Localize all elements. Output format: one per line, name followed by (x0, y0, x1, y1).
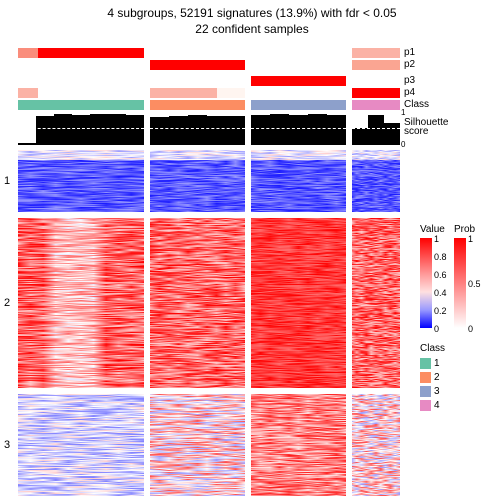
label-p4: p4 (404, 87, 415, 98)
prob-tick: 0 (468, 324, 473, 334)
label-class: Class (404, 99, 429, 110)
heatmap-main: p1 p2 p3 p4 Class Silhouettescore 1 0.5 … (18, 48, 386, 498)
anno-p3 (150, 76, 245, 86)
class-swatch-3 (420, 386, 431, 397)
silhouette-block (251, 111, 346, 145)
row-label-1: 1 (4, 175, 10, 187)
class-anno (251, 100, 346, 110)
sil-tick-1: 1 (401, 108, 405, 117)
label-p2: p2 (404, 59, 415, 70)
class-swatch-1 (420, 358, 431, 369)
legend-class-title: Class (420, 343, 445, 354)
heatmap-section-1 (150, 150, 245, 212)
heatmap-section-3 (352, 394, 400, 496)
chart-title: 4 subgroups, 52191 signatures (13.9%) wi… (0, 0, 504, 20)
column-group-2 (150, 48, 245, 498)
heatmap-section-3 (251, 394, 346, 496)
class-swatch-4 (420, 400, 431, 411)
silhouette-block (18, 111, 144, 145)
class-anno (18, 100, 144, 110)
anno-p3 (18, 76, 144, 86)
heatmap-section-2 (150, 218, 245, 388)
anno-p4 (251, 88, 346, 98)
anno-p1 (150, 48, 245, 58)
anno-p1 (251, 48, 346, 58)
heatmap-section-1 (18, 150, 144, 212)
label-p1: p1 (404, 47, 415, 58)
class-label-3: 3 (434, 386, 440, 397)
heatmap-section-3 (18, 394, 144, 496)
heatmap-section-1 (251, 150, 346, 212)
label-p3: p3 (404, 75, 415, 86)
anno-p1 (352, 48, 400, 58)
value-tick: 0.6 (434, 270, 447, 280)
class-anno (150, 100, 245, 110)
silhouette-block (150, 111, 245, 145)
anno-p2 (352, 60, 400, 70)
row-label-3: 3 (4, 439, 10, 451)
column-group-1 (18, 48, 144, 498)
heatmap-section-1 (352, 150, 400, 212)
anno-p3 (251, 76, 346, 86)
prob-gradient (454, 238, 466, 328)
value-tick: 0 (434, 324, 439, 334)
column-group-4 (352, 48, 400, 498)
anno-p2 (18, 60, 144, 70)
chart-subtitle: 22 confident samples (0, 20, 504, 42)
class-anno (352, 100, 400, 110)
prob-tick: 1 (468, 234, 473, 244)
heatmap-section-2 (352, 218, 400, 388)
silhouette-block (352, 111, 400, 145)
class-swatch-2 (420, 372, 431, 383)
class-label-1: 1 (434, 358, 440, 369)
value-tick: 0.4 (434, 288, 447, 298)
value-tick: 0.2 (434, 306, 447, 316)
heatmap-section-2 (251, 218, 346, 388)
value-tick: 0.8 (434, 252, 447, 262)
heatmap-section-2 (18, 218, 144, 388)
row-label-2: 2 (4, 297, 10, 309)
anno-p4 (352, 88, 400, 98)
legend-value-title: Value (420, 224, 445, 235)
column-group-3 (251, 48, 346, 498)
prob-tick: 0.5 (468, 279, 481, 289)
value-tick: 1 (434, 234, 439, 244)
sil-tick-0: 0 (401, 140, 405, 149)
class-label-2: 2 (434, 372, 440, 383)
anno-p2 (150, 60, 245, 70)
anno-p2 (251, 60, 346, 70)
class-label-4: 4 (434, 400, 440, 411)
value-gradient (420, 238, 432, 328)
heatmap-section-3 (150, 394, 245, 496)
label-silhouette: Silhouettescore (404, 118, 448, 136)
